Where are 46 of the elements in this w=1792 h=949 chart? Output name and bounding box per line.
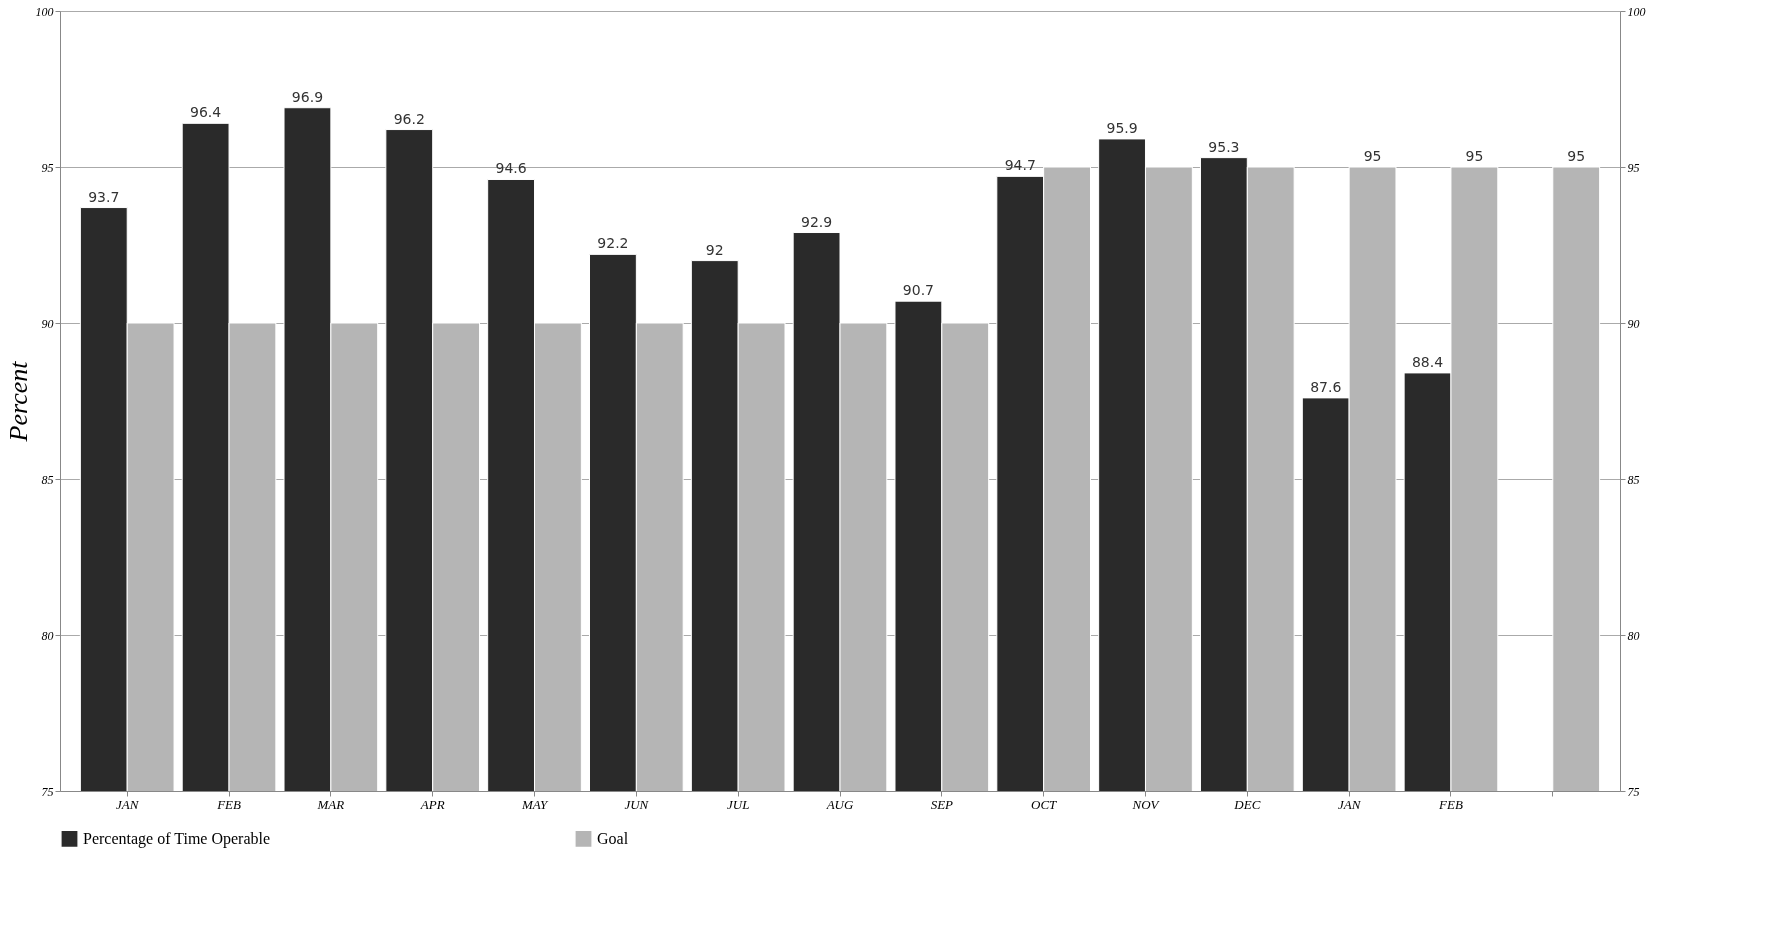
data-label: 92.9: [800, 213, 833, 230]
y-tick-label: 75: [41, 784, 54, 799]
x-tick-label: JUN: [624, 796, 650, 812]
y-tick-label: 95: [41, 160, 54, 175]
data-label: 94.7: [1004, 157, 1036, 174]
data-label: 95.3: [1208, 138, 1240, 155]
data-label: 95: [1363, 148, 1382, 164]
data-label: 92: [705, 241, 724, 258]
data-label: 90.7: [902, 282, 934, 299]
x-tick-label: SEP: [930, 796, 954, 812]
data-label: 95: [1567, 148, 1586, 164]
y-tick-label: 100: [35, 4, 54, 19]
legend-label: Goal: [597, 829, 629, 847]
y2-tick-label: 75: [1627, 784, 1640, 799]
y2-tick-label: 95: [1627, 160, 1640, 175]
x-tick-label: JAN: [116, 796, 140, 812]
data-label: 94.6: [495, 160, 527, 177]
x-tick-label: AUG: [825, 796, 854, 812]
x-tick-label: OCT: [1031, 796, 1058, 812]
x-tick-label: FEB: [216, 796, 241, 812]
x-tick-label: MAR: [316, 796, 345, 812]
y2-tick-label: 80: [1627, 628, 1640, 643]
legend-label: Percentage of Time Operable: [83, 829, 271, 848]
data-label: 96.4: [190, 104, 222, 121]
data-label: 95: [1465, 148, 1484, 164]
y-axis-title: Percent: [3, 360, 33, 443]
y2-tick-label: 85: [1627, 472, 1640, 487]
y-tick-label: 80: [41, 628, 54, 643]
x-tick-label: APR: [419, 796, 445, 812]
data-label: 96.9: [291, 88, 324, 105]
x-tick-label: JAN: [1337, 796, 1362, 812]
x-tick-label: FEB: [1438, 796, 1463, 812]
y-tick-label: 90: [41, 316, 54, 331]
data-label: 95.9: [1106, 119, 1138, 136]
x-tick-label: DEC: [1233, 796, 1261, 812]
data-label: 93.7: [88, 188, 120, 205]
y2-tick-label: 90: [1627, 316, 1640, 331]
x-tick-label: JUL: [726, 796, 750, 812]
data-label: 96.2: [393, 110, 425, 127]
data-label: 92.2: [597, 235, 629, 252]
x-tick-label: NOV: [1131, 796, 1161, 812]
data-label: 88.4: [1411, 353, 1444, 370]
data-label: 87.6: [1310, 378, 1342, 395]
x-tick-label: MAY: [520, 796, 549, 812]
y-tick-label: 85: [41, 472, 54, 487]
y2-tick-label: 100: [1627, 4, 1646, 19]
